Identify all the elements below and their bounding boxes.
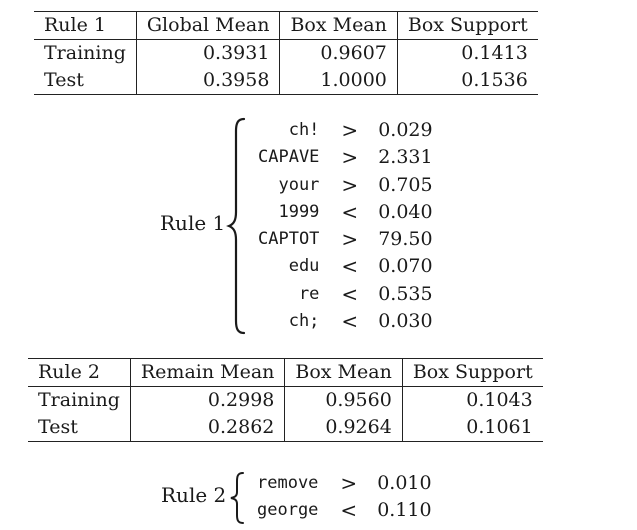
left-brace-icon [226, 117, 246, 335]
condition-operator: > [340, 471, 358, 495]
condition-variable: your [278, 174, 320, 195]
condition-operator: < [341, 254, 359, 279]
header-cell: Remain Mean [130, 358, 286, 387]
table-cell: 1.0000 [279, 67, 398, 95]
left-brace-icon [230, 472, 244, 524]
condition-operator: < [341, 281, 359, 306]
condition-row: 1999 < 0.040 [258, 199, 433, 226]
condition-value: 0.040 [378, 200, 433, 223]
row-label: Test [34, 67, 137, 95]
rule1-conditions: ch! > 0.029 CAPAVE > 2.331 your > 0.705 … [258, 117, 433, 335]
header-cell: Rule 2 [28, 358, 131, 387]
condition-value: 0.110 [377, 499, 432, 522]
table-header-row: Rule 1 Global Mean Box Mean Box Support [34, 11, 538, 40]
condition-value: 0.029 [378, 119, 433, 141]
condition-variable: CAPAVE [258, 147, 320, 168]
condition-value: 0.030 [378, 310, 433, 333]
condition-row: ch! > 0.029 [258, 117, 433, 144]
condition-value: 79.50 [378, 228, 433, 251]
condition-row: george < 0.110 [257, 497, 432, 524]
table-cell: 0.2862 [130, 414, 286, 442]
condition-variable: edu [288, 256, 320, 277]
table-row: Training 0.2998 0.9560 0.1043 [28, 386, 543, 414]
condition-row: CAPAVE > 2.331 [258, 144, 433, 171]
table-cell: 0.1061 [402, 414, 543, 442]
table-cell: 0.1043 [466, 389, 533, 411]
condition-row: your > 0.705 [258, 172, 433, 199]
condition-variable: george [257, 500, 319, 521]
condition-row: re < 0.535 [258, 281, 433, 308]
rule1-stats-table: Rule 1 Global Mean Box Mean Box Support … [34, 11, 538, 95]
condition-operator: < [340, 498, 358, 523]
condition-value: 0.070 [378, 255, 433, 278]
rule2-conditions: remove > 0.010 george < 0.110 [257, 470, 432, 525]
row-label: Training [28, 386, 131, 414]
condition-operator: < [341, 199, 359, 224]
header-cell: Box Mean [284, 358, 403, 387]
condition-variable: CAPTOT [258, 229, 320, 250]
row-label: Training [34, 39, 137, 67]
table-cell: 0.9607 [279, 39, 398, 67]
rule2-label: Rule 2 [161, 483, 227, 507]
condition-operator: > [341, 227, 359, 252]
table-row: Test 0.2862 0.9264 0.1061 [28, 414, 543, 442]
rule1-label: Rule 1 [160, 211, 226, 235]
table-row: Test 0.3958 1.0000 0.1536 [34, 67, 538, 95]
table-cell: 0.1536 [397, 67, 538, 95]
table-cell: 0.9264 [284, 414, 403, 442]
table-cell: 0.9560 [284, 386, 403, 414]
header-cell: Box Support [397, 11, 538, 40]
table-header-row: Rule 2 Remain Mean Box Mean Box Support [28, 358, 543, 387]
condition-operator: > [341, 145, 359, 170]
table-cell: 0.1413 [461, 42, 528, 64]
condition-variable: remove [257, 473, 319, 493]
condition-value: 2.331 [378, 146, 433, 169]
condition-variable: 1999 [278, 201, 320, 222]
table-cell: 0.3958 [136, 67, 281, 95]
condition-operator: > [341, 118, 359, 142]
header-cell: Global Mean [136, 11, 281, 40]
rule2-stats-table: Rule 2 Remain Mean Box Mean Box Support … [28, 358, 543, 442]
header-cell: Box Support [402, 358, 543, 387]
header-cell: Box Mean [279, 11, 398, 40]
condition-operator: > [341, 172, 359, 197]
condition-value: 0.010 [377, 472, 432, 494]
condition-row: CAPTOT > 79.50 [258, 226, 433, 253]
table-cell: 0.3931 [136, 39, 281, 67]
condition-variable: ch! [288, 120, 320, 140]
row-label: Test [28, 414, 131, 442]
condition-value: 0.535 [378, 282, 433, 305]
header-cell: Rule 1 [34, 11, 137, 40]
condition-operator: < [341, 309, 359, 334]
table-row: Training 0.3931 0.9607 0.1413 [34, 39, 538, 67]
condition-variable: re [298, 283, 320, 304]
condition-row: remove > 0.010 [257, 470, 432, 497]
table-cell: 0.2998 [130, 386, 286, 414]
condition-row: ch; < 0.030 [258, 308, 433, 335]
condition-row: edu < 0.070 [258, 253, 433, 280]
condition-value: 0.705 [378, 173, 433, 196]
condition-variable: ch; [288, 311, 320, 332]
